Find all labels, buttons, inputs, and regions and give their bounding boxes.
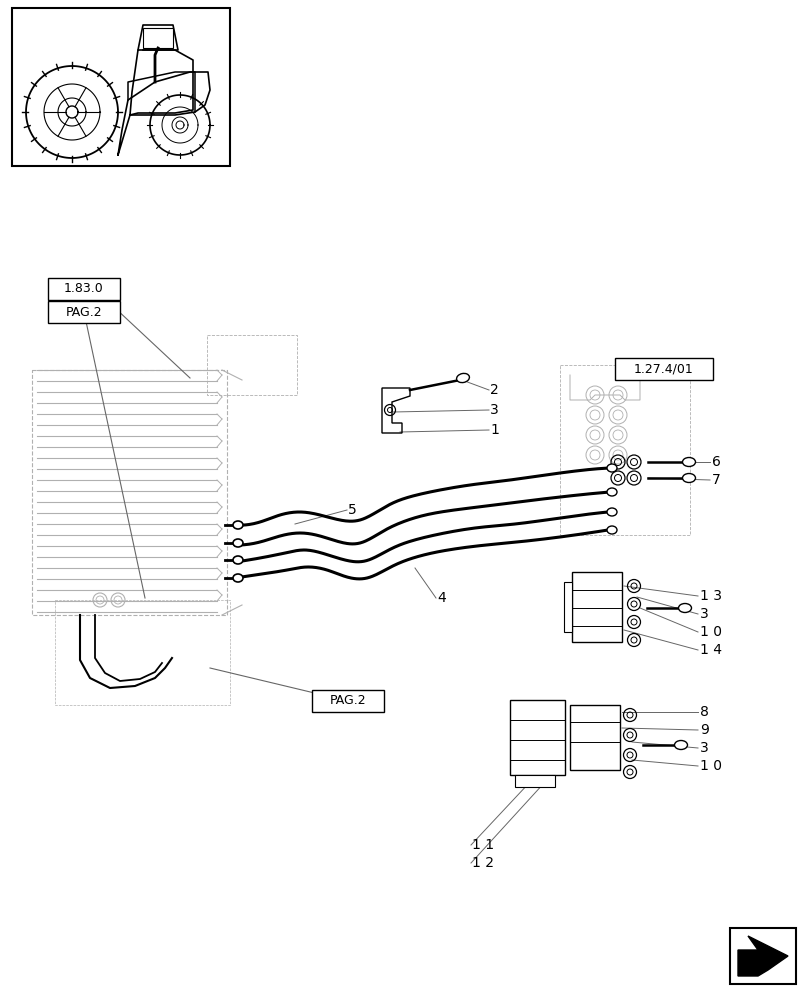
Ellipse shape — [233, 574, 242, 582]
Text: 3: 3 — [489, 403, 498, 417]
Ellipse shape — [607, 488, 616, 496]
Text: 8: 8 — [699, 705, 708, 719]
Bar — [571, 572, 621, 642]
Text: 9: 9 — [699, 723, 708, 737]
Bar — [32, 370, 227, 615]
Bar — [311, 690, 384, 712]
Polygon shape — [737, 936, 787, 976]
Text: 1 2: 1 2 — [471, 856, 493, 870]
Ellipse shape — [233, 521, 242, 529]
Text: 1 4: 1 4 — [699, 643, 721, 657]
Bar — [12, 8, 230, 166]
Text: 1.27.4/01: 1.27.4/01 — [633, 362, 693, 375]
Text: 1: 1 — [489, 423, 498, 437]
Text: 1 0: 1 0 — [699, 759, 721, 773]
Text: 7: 7 — [711, 473, 720, 487]
Ellipse shape — [233, 556, 242, 564]
Bar — [207, 335, 297, 395]
Text: 6: 6 — [711, 455, 720, 469]
Text: 1.83.0: 1.83.0 — [64, 282, 104, 296]
Text: 4: 4 — [436, 591, 445, 605]
Ellipse shape — [682, 458, 695, 466]
Text: 5: 5 — [348, 503, 356, 517]
Ellipse shape — [607, 526, 616, 534]
Bar — [55, 600, 230, 705]
Ellipse shape — [456, 373, 469, 383]
Text: 2: 2 — [489, 383, 498, 397]
Text: 1 0: 1 0 — [699, 625, 721, 639]
Bar — [560, 365, 689, 535]
Ellipse shape — [682, 474, 695, 483]
Text: 1 1: 1 1 — [471, 838, 494, 852]
Text: 3: 3 — [699, 741, 708, 755]
Bar — [48, 301, 120, 323]
Text: 3: 3 — [699, 607, 708, 621]
Bar — [564, 582, 571, 632]
Ellipse shape — [607, 508, 616, 516]
Text: PAG.2: PAG.2 — [66, 306, 102, 318]
Bar — [614, 358, 712, 380]
Text: 1 3: 1 3 — [699, 589, 721, 603]
Ellipse shape — [233, 539, 242, 547]
Bar — [569, 705, 620, 770]
Bar — [729, 928, 795, 984]
Ellipse shape — [607, 464, 616, 472]
Text: PAG.2: PAG.2 — [329, 694, 366, 708]
Bar — [48, 278, 120, 300]
Bar — [514, 775, 554, 787]
Ellipse shape — [674, 740, 687, 750]
Ellipse shape — [678, 603, 691, 612]
Bar — [143, 28, 173, 48]
Bar — [509, 700, 564, 775]
